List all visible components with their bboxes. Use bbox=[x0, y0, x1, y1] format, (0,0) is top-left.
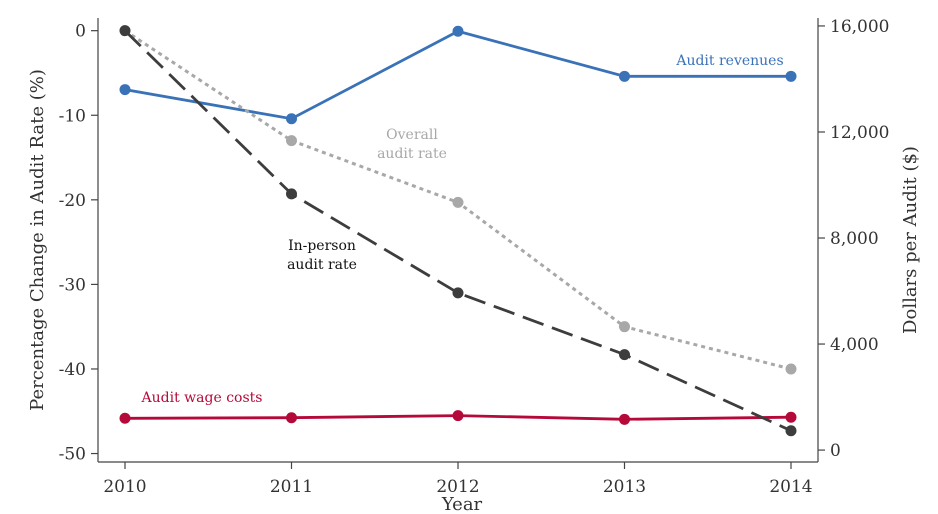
left-axis-title: Percentage Change in Audit Rate (%) bbox=[27, 69, 48, 411]
x-axis-ticks: 2010 2011 2012 2013 2014 bbox=[103, 462, 813, 497]
data-point bbox=[452, 25, 464, 37]
data-point bbox=[785, 411, 797, 423]
right-tick-label: 4,000 bbox=[830, 335, 879, 355]
left-tick-label: -50 bbox=[59, 445, 86, 465]
series-label-line: Audit revenues bbox=[675, 53, 783, 69]
x-tick-label: 2013 bbox=[603, 477, 646, 497]
data-point bbox=[286, 188, 297, 200]
right-axis-title: Dollars per Audit ($) bbox=[900, 146, 921, 334]
data-point bbox=[452, 196, 464, 208]
data-point bbox=[286, 113, 297, 125]
right-tick-label: 12,000 bbox=[830, 123, 889, 143]
series-label: Audit revenues bbox=[675, 53, 783, 69]
data-point bbox=[619, 70, 630, 82]
series-line bbox=[124, 29, 791, 121]
right-tick-label: 16,000 bbox=[830, 17, 889, 37]
left-tick-label: -20 bbox=[59, 191, 86, 211]
x-axis-title: Year bbox=[441, 494, 483, 514]
series: Audit wage costs Audit revenues Overall aud… bbox=[119, 25, 797, 437]
data-point bbox=[785, 425, 797, 437]
series-audit-wage-costs: Audit wage costs bbox=[119, 390, 797, 425]
series-label: In-person audit rate bbox=[287, 238, 357, 273]
series-label-line: Overall bbox=[386, 127, 438, 143]
series-label-line: audit rate bbox=[377, 146, 447, 162]
series-label: Audit wage costs bbox=[141, 390, 263, 406]
right-axis-ticks: 0 4,000 8,000 12,000 16,000 bbox=[818, 17, 889, 461]
x-tick-label: 2012 bbox=[436, 477, 479, 497]
left-tick-label: 0 bbox=[75, 22, 86, 42]
data-point bbox=[785, 363, 797, 375]
data-point bbox=[452, 410, 464, 422]
data-point bbox=[286, 135, 297, 147]
left-tick-label: -40 bbox=[59, 360, 86, 380]
left-tick-label: -30 bbox=[59, 275, 86, 295]
data-point bbox=[619, 321, 630, 333]
series-label-line: In-person bbox=[288, 238, 356, 254]
right-tick-label: 8,000 bbox=[830, 229, 879, 249]
data-point bbox=[119, 84, 131, 96]
x-tick-label: 2010 bbox=[103, 477, 146, 497]
data-point bbox=[785, 70, 797, 82]
series-label-line: Audit wage costs bbox=[141, 390, 263, 406]
axes: 0 -10 -20 -30 -40 -50 0 4,000 8,000 12,000 16,000… bbox=[27, 17, 921, 514]
data-point bbox=[619, 349, 630, 361]
series-label-line: audit rate bbox=[287, 257, 357, 273]
data-point bbox=[619, 413, 630, 425]
left-axis-ticks: 0 -10 -20 -30 -40 -50 bbox=[59, 22, 98, 465]
series-label: Overall audit rate bbox=[377, 127, 447, 162]
series-in-person-audit-rate: In-person audit rate bbox=[119, 25, 797, 437]
data-point bbox=[286, 412, 297, 424]
data-point bbox=[119, 25, 131, 37]
x-tick-label: 2011 bbox=[270, 477, 313, 497]
right-tick-label: 0 bbox=[830, 441, 841, 461]
data-point bbox=[452, 287, 464, 299]
series-audit-revenues: Audit revenues bbox=[119, 25, 797, 125]
x-tick-label: 2014 bbox=[769, 477, 812, 497]
series-line bbox=[124, 29, 792, 432]
left-tick-label: -10 bbox=[59, 106, 86, 126]
data-point bbox=[119, 412, 131, 424]
